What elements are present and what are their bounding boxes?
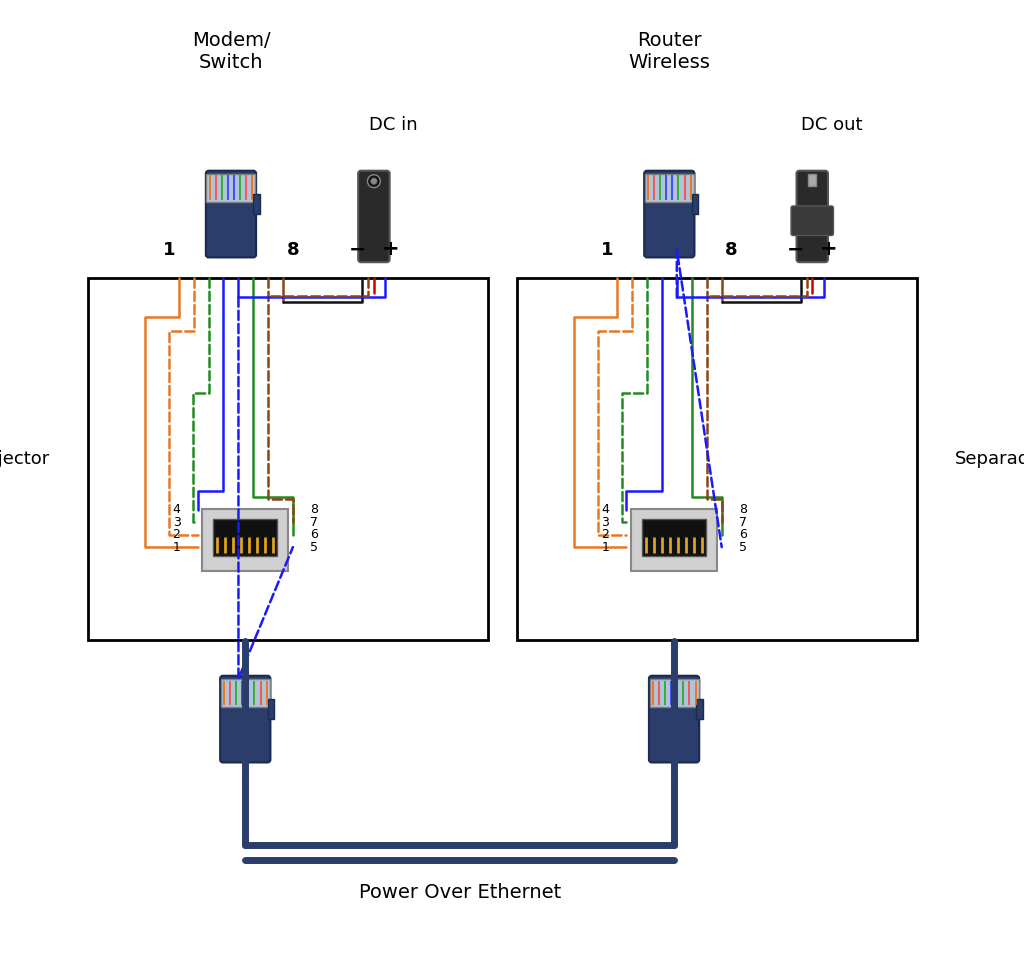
Text: Modem/
Switch: Modem/ Switch [191, 31, 270, 72]
Text: 1: 1 [601, 241, 613, 259]
FancyBboxPatch shape [358, 170, 390, 262]
Bar [253, 194, 260, 214]
Text: 8: 8 [739, 503, 746, 517]
Circle shape [371, 178, 377, 185]
Bar [517, 278, 918, 640]
Text: −: − [787, 239, 805, 259]
FancyBboxPatch shape [644, 170, 694, 257]
Bar [691, 194, 698, 214]
Text: 1: 1 [173, 541, 180, 553]
Bar [207, 173, 255, 202]
FancyBboxPatch shape [220, 676, 270, 763]
Text: 8: 8 [725, 241, 737, 259]
Bar [203, 509, 288, 571]
Bar [808, 173, 816, 187]
Circle shape [368, 175, 380, 188]
Text: 8: 8 [287, 241, 299, 259]
Bar [696, 699, 703, 719]
FancyBboxPatch shape [206, 170, 256, 257]
Text: 3: 3 [601, 516, 609, 529]
Text: DC out: DC out [801, 117, 862, 134]
Text: 5: 5 [310, 541, 318, 553]
Text: 6: 6 [739, 528, 746, 542]
Text: DC in: DC in [369, 117, 418, 134]
Bar [267, 699, 274, 719]
Text: −: − [349, 239, 367, 259]
Text: 8: 8 [310, 503, 318, 517]
Bar [631, 509, 717, 571]
Text: 4: 4 [173, 503, 180, 517]
Text: 3: 3 [173, 516, 180, 529]
Bar [88, 278, 488, 640]
Bar [221, 679, 269, 707]
Text: 1: 1 [601, 541, 609, 553]
FancyBboxPatch shape [797, 170, 828, 262]
Text: +: + [381, 239, 399, 259]
Text: 6: 6 [310, 528, 317, 542]
Text: 7: 7 [739, 516, 746, 529]
Text: 5: 5 [739, 541, 746, 553]
Text: +: + [819, 239, 838, 259]
FancyBboxPatch shape [649, 676, 699, 763]
Bar [645, 173, 694, 202]
Text: 1: 1 [163, 241, 175, 259]
Bar [642, 519, 707, 556]
Bar [213, 519, 278, 556]
Bar [649, 679, 698, 707]
Text: Injector: Injector [0, 451, 50, 468]
Text: 7: 7 [310, 516, 318, 529]
Text: Power Over Ethernet: Power Over Ethernet [358, 883, 561, 902]
Text: 2: 2 [601, 528, 609, 542]
Text: 2: 2 [173, 528, 180, 542]
Text: 4: 4 [601, 503, 609, 517]
Text: Router
Wireless: Router Wireless [629, 31, 711, 72]
FancyBboxPatch shape [792, 206, 834, 235]
Text: Separador: Separador [955, 451, 1024, 468]
